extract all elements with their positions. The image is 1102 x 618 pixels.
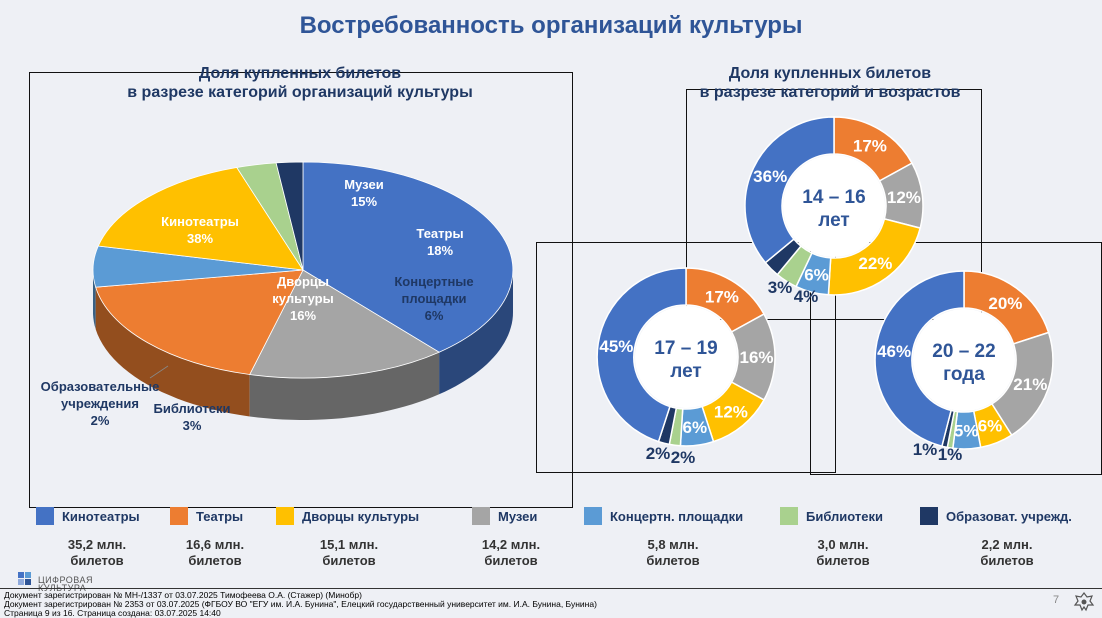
donut-segment-Кинотеатры <box>744 116 835 264</box>
legend-value-concert-venues: 5,8 млн. билетов <box>646 537 700 568</box>
legend-value-libraries: 3,0 млн. билетов <box>816 537 870 568</box>
emblem-icon <box>1073 592 1095 612</box>
donut-hole <box>783 155 885 257</box>
donut-value-label: 17% <box>705 287 739 306</box>
pie-leader-line <box>149 365 169 379</box>
legend-item-educational: Образоват. учрежд. <box>920 505 1072 527</box>
pie-slice-Музеи <box>249 269 440 379</box>
donut-value-label: 4% <box>794 287 819 306</box>
donut-frame-14-16 <box>686 89 982 320</box>
footer-line-2: Документ зарегистрирован № 2353 от 03.07… <box>4 599 597 609</box>
donut-hole <box>635 306 737 408</box>
legend-item-libraries: Библиотеки <box>780 505 883 527</box>
legend-value-cinemas: 35,2 млн. билетов <box>67 537 127 568</box>
legend-swatch <box>36 507 54 525</box>
donut-value-label: 3% <box>768 278 793 297</box>
legend-item-palaces: Дворцы культуры <box>276 505 419 527</box>
legend-value-theatres: 16,6 млн. билетов <box>185 537 245 568</box>
pie-label-2: Театры 18% <box>416 226 463 258</box>
donut-0: 17% 12% 22% 6% 4%3% 36% 14 – 16 лет <box>744 116 924 306</box>
legend-item-theatres: Театры <box>170 505 243 527</box>
donut-segment-Кинотеатры <box>874 270 965 448</box>
legend-swatch <box>472 507 490 525</box>
donut-charts-ages: 17%12%22%6%4%3%36%14 – 16 лет17%16%12%6%2… <box>596 116 1054 467</box>
donut-value-label: 12% <box>714 402 748 421</box>
pie-slice-side-2 <box>95 287 250 417</box>
legend-value-educational: 2,2 млн. билетов <box>980 537 1034 568</box>
donut-value-label: 21% <box>1013 375 1047 394</box>
footer-line-1: Документ зарегистрирован № МН-/1337 от 0… <box>4 590 362 600</box>
pie-label-1: Музеи 15% <box>344 177 383 209</box>
legend-label: Образоват. учрежд. <box>946 508 1072 524</box>
donut-value-label: 6% <box>804 265 829 284</box>
donut-value-label: 1% <box>913 440 938 459</box>
donut-1: 17% 16% 12% 6% 2%2% 45% 17 – 19 лет <box>596 267 776 467</box>
pie-slice-side-0 <box>439 270 513 395</box>
page-number: 7 <box>1053 594 1060 606</box>
donut-value-label: 16% <box>739 348 773 367</box>
slide-title: Востребованность организаций культуры <box>299 12 803 39</box>
footer-divider <box>0 588 1102 589</box>
right-chart-subtitle: Доля купленных билетов в разрезе категор… <box>699 65 961 101</box>
footer-line-3: Страница 9 из 16. Страница создана: 03.0… <box>4 608 221 618</box>
donut-value-label: 2% <box>646 444 671 463</box>
donut-center-label: 14 – 16 лет <box>802 187 865 231</box>
pie-label-3: Концертные площадки 6% <box>394 274 473 323</box>
donut-center-label: 20 – 22 года <box>932 341 995 385</box>
legend-swatch <box>170 507 188 525</box>
donut-frame-17-19 <box>536 242 836 473</box>
pie-slice-Кинотеатры <box>302 161 514 353</box>
pie-chart-categories <box>92 161 514 420</box>
legend-value-palaces: 15,1 млн. билетов <box>319 537 379 568</box>
legend-swatch <box>920 507 938 525</box>
legend-value-museums: 14,2 млн. билетов <box>481 537 541 568</box>
legend-item-museums: Музеи <box>472 505 537 527</box>
legend-label: Кинотеатры <box>62 508 140 524</box>
donut-value-label: 46% <box>877 342 911 361</box>
legend-label: Дворцы культуры <box>302 508 420 524</box>
legend-label: Театры <box>196 508 244 524</box>
donut-value-label: 22% <box>858 254 892 273</box>
donut-value-label: 45% <box>599 337 633 356</box>
pie-label-5: Библиотеки 3% <box>153 401 230 433</box>
donut-value-label: 20% <box>988 294 1022 313</box>
legend-item-cinemas: Кинотеатры <box>36 505 140 527</box>
donut-value-label: 5% <box>954 422 979 441</box>
left-chart-subtitle: Доля купленных билетов в разрезе категор… <box>127 65 473 101</box>
legend-label: Библиотеки <box>806 508 884 524</box>
donut-value-label: 6% <box>683 418 708 437</box>
pie-label-0: Кинотеатры 38% <box>161 214 239 246</box>
legend-label: Концертн. площадки <box>610 508 744 524</box>
left-chart-frame <box>29 72 573 508</box>
pie-slice-Театры <box>95 269 304 375</box>
donut-value-label: 17% <box>853 136 887 155</box>
donut-hole <box>913 309 1015 411</box>
donut-value-label: 2% <box>671 448 696 467</box>
donut-value-label: 1% <box>938 445 963 464</box>
pie-slice-Образовательные учреждения <box>275 161 304 271</box>
donut-value-label: 6% <box>978 417 1003 436</box>
pie-label-6: Образовательные учреждения 2% <box>41 379 160 428</box>
legend-item-concert-venues: Концертн. площадки <box>584 505 743 527</box>
pie-slice-Дворцы культуры <box>97 167 304 271</box>
donut-value-label: 36% <box>753 167 787 186</box>
pie-slice-side-1 <box>249 352 440 420</box>
pie-slice-side-3 <box>93 270 96 330</box>
legend-label: Музеи <box>498 508 538 524</box>
donut-segment-Кинотеатры <box>596 267 687 443</box>
legend-swatch <box>276 507 294 525</box>
donut-center-label: 17 – 19 лет <box>654 338 717 382</box>
pie-chart-labels: Кинотеатры 38% Музеи 15% Театры 18% Концертные… <box>41 177 474 433</box>
legend-swatch <box>584 507 602 525</box>
donut-value-label: 12% <box>887 188 921 207</box>
digital-culture-logo-icon <box>18 572 31 585</box>
legend-swatch <box>780 507 798 525</box>
donut-2: 20% 21% 6%5% 1%1% 46% 20 – 22 года <box>874 270 1054 464</box>
pie-label-4: Дворцы культуры 16% <box>272 274 333 323</box>
